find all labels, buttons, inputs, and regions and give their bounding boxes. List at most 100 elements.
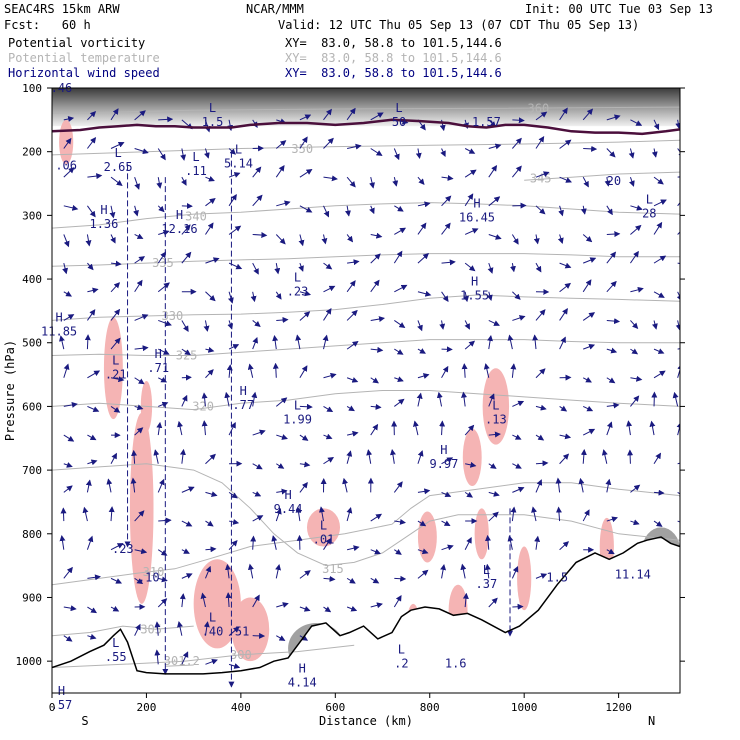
wind-vector: [675, 320, 680, 331]
wind-vector: [276, 463, 285, 469]
wind-vector: [87, 287, 99, 294]
wind-vector: [181, 573, 193, 579]
wind-vector: [87, 574, 101, 581]
wind-vector: [483, 363, 490, 378]
wind-vector: [557, 234, 564, 244]
wind-vector: [157, 205, 165, 213]
pv-extremum-value: .51: [228, 625, 250, 639]
pv-extremum-value: .23: [112, 542, 134, 556]
wind-vector: [464, 320, 470, 330]
wind-vector: [628, 148, 635, 159]
wind-vector: [205, 658, 218, 665]
pv-extremum-type: L: [209, 101, 216, 115]
wind-vector: [630, 320, 639, 330]
wind-vector: [251, 391, 258, 407]
theta-contour-300: [52, 644, 355, 668]
wind-vector: [677, 348, 680, 350]
wind-vector: [275, 234, 286, 245]
wind-vector: [130, 477, 137, 493]
wind-vector: [417, 290, 432, 297]
theta-contour-360: [52, 106, 680, 114]
wind-vector: [298, 234, 305, 247]
pv-extremum-value: 1.36: [89, 217, 118, 231]
wind-vector: [228, 172, 241, 178]
y-tick-label: 100: [22, 82, 42, 95]
wind-vector: [228, 193, 237, 207]
wind-vector: [606, 231, 621, 238]
wind-vector: [555, 506, 562, 522]
wind-vector: [158, 517, 172, 524]
wind-vector: [651, 148, 658, 158]
wind-vector: [247, 363, 254, 378]
wind-vector: [276, 602, 289, 608]
theta-label: 325: [176, 348, 198, 362]
wind-vector: [85, 479, 92, 493]
wind-vector: [393, 481, 403, 493]
pv-extremum-value: 1.57: [472, 115, 501, 129]
wind-vector: [488, 463, 497, 469]
wind-vector: [134, 110, 146, 121]
wind-vector: [181, 486, 195, 493]
wind-vector: [535, 460, 549, 467]
wind-vector: [488, 597, 498, 608]
wind-vector: [417, 548, 429, 555]
wind-vector: [417, 520, 427, 527]
wind-vector: [441, 491, 452, 498]
wind-vector: [252, 429, 266, 436]
wind-vector: [417, 222, 427, 235]
pv-extremum-value: 12.16: [161, 222, 197, 236]
wind-vector: [323, 308, 332, 321]
wind-vector: [63, 485, 73, 493]
wind-vector: [247, 563, 254, 579]
wind-vector: [440, 563, 447, 579]
wind-vector: [417, 320, 423, 332]
wind-vector: [205, 257, 220, 264]
wind-vector: [393, 594, 402, 608]
wind-vector: [205, 175, 215, 182]
wind-vector: [512, 463, 522, 469]
theta-label: 301.2: [164, 654, 200, 668]
wind-vector: [511, 565, 519, 579]
wind-vector: [299, 606, 311, 612]
wind-vector: [394, 320, 406, 328]
wind-vector: [181, 320, 189, 332]
wind-vector: [250, 535, 257, 550]
wind-vector: [87, 262, 94, 271]
wind-vector: [488, 234, 502, 240]
wind-vector: [110, 141, 125, 149]
y-tick-label: 700: [22, 464, 42, 477]
wind-vector: [464, 228, 479, 235]
wind-vector: [252, 594, 260, 608]
wind-vector: [157, 251, 167, 264]
wind-vector: [225, 563, 231, 579]
wind-vector: [204, 565, 212, 579]
wind-vector: [179, 593, 186, 608]
wind-vector: [559, 282, 571, 293]
pv-extremum-value: 4.14: [288, 676, 317, 690]
wind-vector: [157, 478, 165, 493]
wind-vector: [318, 506, 325, 522]
wind-vector: [110, 376, 125, 383]
pv-positive-region: [417, 511, 437, 563]
wind-vector: [370, 232, 383, 239]
wind-vector: [488, 143, 502, 150]
wind-vector: [535, 434, 545, 441]
theta-contour-345: [524, 171, 680, 181]
wind-vector: [228, 626, 240, 637]
wind-vector: [394, 376, 404, 382]
wind-vector: [252, 194, 263, 207]
field-name-wind: Horizontal wind speed: [8, 66, 160, 80]
wind-vector: [346, 577, 356, 584]
wind-vector: [181, 348, 191, 356]
wind-vector: [63, 116, 75, 122]
pv-extremum-type: L: [235, 143, 242, 157]
wind-vector: [462, 592, 469, 608]
wind-vector: [252, 262, 259, 275]
wind-vector: [87, 205, 96, 218]
wind-vector: [417, 253, 429, 264]
wind-vector: [158, 116, 174, 123]
wind-vector: [512, 400, 525, 407]
wind-vector: [606, 318, 621, 325]
theta-contour-320: [52, 390, 680, 411]
wind-vector: [394, 205, 404, 212]
